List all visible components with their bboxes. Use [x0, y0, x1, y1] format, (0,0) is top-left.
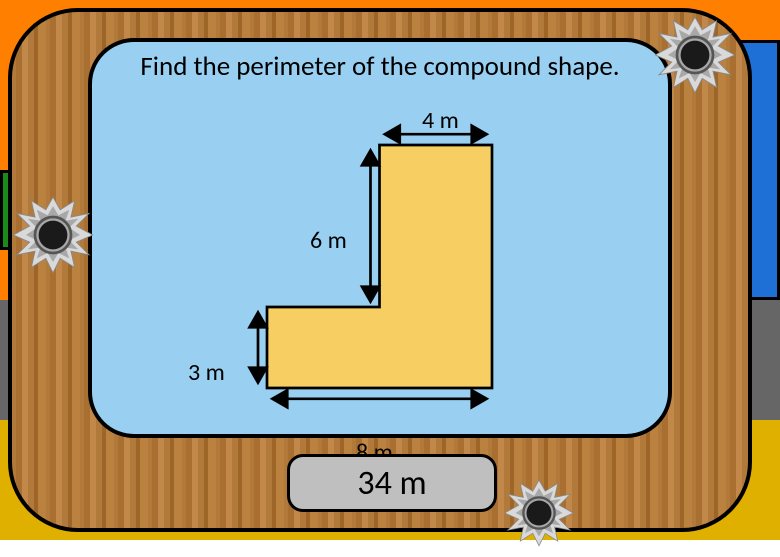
diagram-svg [92, 82, 676, 442]
compound-shape [267, 145, 492, 388]
label-lower: 3 m [188, 358, 225, 387]
bullet-hole-icon [8, 190, 98, 280]
bullet-hole-icon [500, 474, 578, 552]
question-text: Find the perimeter of the compound shape… [92, 50, 668, 83]
label-upper: 6 m [310, 226, 347, 255]
bullet-hole-icon [650, 10, 740, 100]
question-panel: Find the perimeter of the compound shape… [88, 38, 672, 438]
answer-box: 34 m [287, 454, 497, 512]
label-top: 4 m [422, 106, 459, 135]
answer-text: 34 m [357, 463, 426, 504]
